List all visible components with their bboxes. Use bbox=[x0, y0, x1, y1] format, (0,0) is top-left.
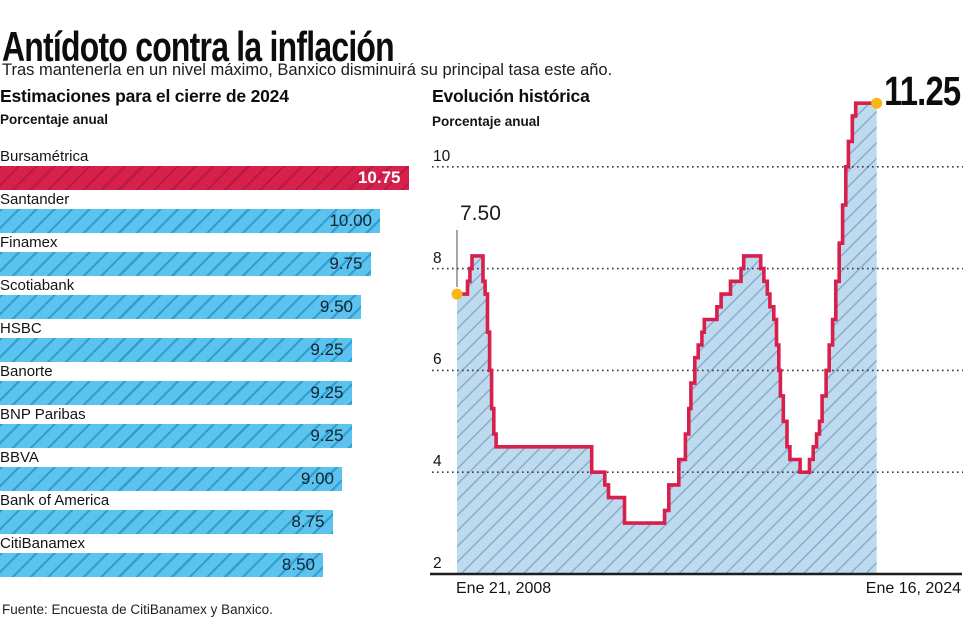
bar-value-label: 9.25 bbox=[310, 340, 344, 359]
bar-category-label: Scotiabank bbox=[0, 277, 75, 294]
bar-row: Scotiabank 9.50 bbox=[0, 278, 411, 319]
bar-row: Finamex 9.75 bbox=[0, 235, 411, 276]
bar: 8.50 bbox=[0, 553, 323, 577]
bar: 9.75 bbox=[0, 252, 371, 276]
estimates-bar-chart: Estimaciones para el cierre de 2024 Porc… bbox=[0, 86, 411, 579]
page-title: Antídoto contra la inflación bbox=[2, 23, 395, 71]
rate-step-line bbox=[457, 101, 877, 525]
bar-category-label: Bank of America bbox=[0, 492, 110, 509]
bar-category-label: Bursamétrica bbox=[0, 148, 89, 165]
x-axis-start-label: Ene 21, 2008 bbox=[456, 580, 552, 597]
bar-category-label: BBVA bbox=[0, 449, 39, 466]
bar-value-label: 9.25 bbox=[310, 426, 344, 445]
start-value-annotation: 7.50 bbox=[460, 202, 501, 225]
bar-highlighted: 10.75 bbox=[0, 166, 409, 190]
start-marker-dot bbox=[451, 288, 463, 300]
bar-row: CitiBanamex 8.50 bbox=[0, 536, 411, 577]
x-axis-end-label: Ene 16, 2024 bbox=[865, 580, 961, 597]
y-tick-label: 2 bbox=[433, 555, 442, 572]
bar: 9.25 bbox=[0, 381, 352, 405]
y-tick-label: 6 bbox=[433, 351, 442, 368]
bar: 9.25 bbox=[0, 338, 352, 362]
bar-row: Bursamétrica 10.75 bbox=[0, 149, 411, 190]
bar-value-label: 8.75 bbox=[291, 512, 325, 531]
bar-value-label: 8.50 bbox=[281, 555, 315, 574]
bar: 9.25 bbox=[0, 424, 352, 448]
bar-category-label: Banorte bbox=[0, 363, 53, 380]
bar-value-label: 9.00 bbox=[300, 469, 334, 488]
bar-row: Bank of America 8.75 bbox=[0, 493, 411, 534]
right-chart-unit-label: Porcentaje anual bbox=[432, 114, 541, 129]
bar: 9.50 bbox=[0, 295, 361, 319]
bar-category-label: CitiBanamex bbox=[0, 535, 86, 552]
bar-value-label: 9.50 bbox=[319, 297, 353, 316]
page-subtitle: Tras mantenerla en un nivel máximo, Banx… bbox=[2, 60, 613, 79]
bar-category-label: BNP Paribas bbox=[0, 406, 86, 423]
left-chart-unit-label: Porcentaje anual bbox=[0, 112, 109, 127]
bar-row: HSBC 9.25 bbox=[0, 321, 411, 362]
bar-row: Banorte 9.25 bbox=[0, 364, 411, 405]
bar: 10.00 bbox=[0, 209, 380, 233]
right-chart-title: Evolución histórica bbox=[432, 86, 590, 106]
bar-row: Santander 10.00 bbox=[0, 192, 411, 233]
left-chart-title: Estimaciones para el cierre de 2024 bbox=[0, 86, 289, 106]
bar: 9.00 bbox=[0, 467, 342, 491]
end-marker-dot bbox=[871, 97, 883, 109]
bar-value-label: 10.00 bbox=[329, 211, 372, 230]
y-tick-label: 4 bbox=[433, 453, 442, 470]
step-chart-plot bbox=[430, 75, 965, 620]
bar-row: BNP Paribas 9.25 bbox=[0, 407, 411, 448]
historical-step-chart: Evolución histórica Porcentaje anual 7.5… bbox=[430, 68, 965, 620]
end-value-annotation: 11.25 bbox=[883, 68, 961, 114]
bar: 8.75 bbox=[0, 510, 333, 534]
bar-category-label: HSBC bbox=[0, 320, 42, 337]
source-note: Fuente: Encuesta de CitiBanamex y Banxic… bbox=[2, 602, 273, 617]
bar-value-label: 9.25 bbox=[310, 383, 344, 402]
rate-area-fill bbox=[457, 103, 877, 574]
bar-category-label: Santander bbox=[0, 191, 70, 208]
bars-container: Bursamétrica 10.75 Santander 10.00 Finamex 9.… bbox=[0, 149, 411, 577]
y-tick-label: 10 bbox=[433, 148, 451, 165]
bar-value-label: 9.75 bbox=[329, 254, 363, 273]
bar-row: BBVA 9.00 bbox=[0, 450, 411, 491]
y-tick-label: 8 bbox=[433, 250, 442, 267]
bar-value-label: 10.75 bbox=[357, 168, 401, 187]
bar-category-label: Finamex bbox=[0, 234, 58, 251]
